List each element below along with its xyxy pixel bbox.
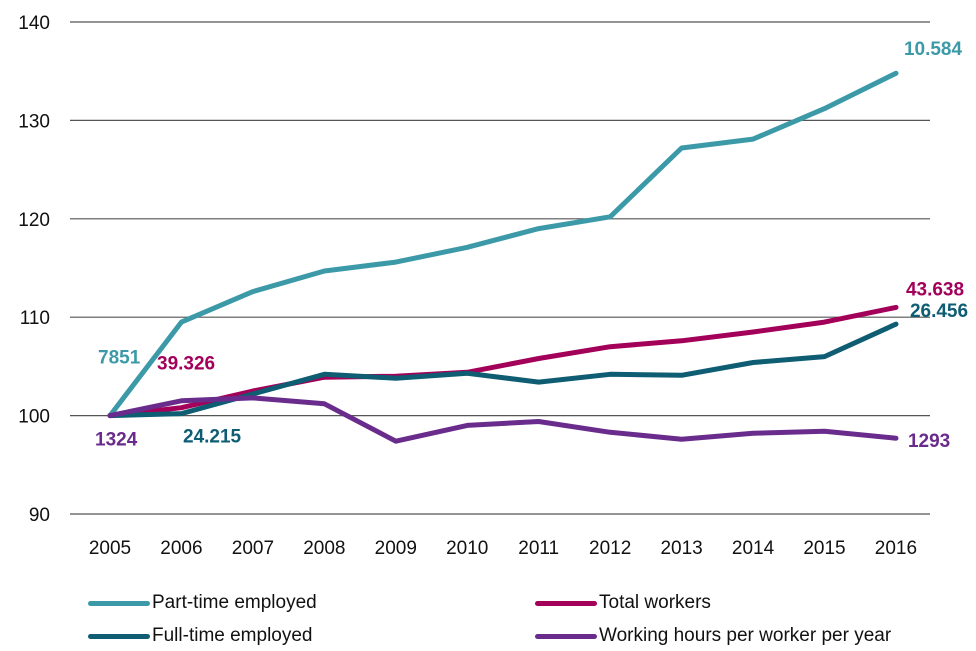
x-tick-label: 2013 xyxy=(660,538,702,559)
data-label-full-time-employed-start: 24.215 xyxy=(183,427,242,448)
y-tick-label: 90 xyxy=(29,505,50,526)
y-tick-label: 120 xyxy=(18,210,50,231)
x-tick-label: 2010 xyxy=(446,538,488,559)
series-line-part-time-employed xyxy=(107,70,899,419)
gridlines xyxy=(70,21,930,515)
legend-item-full-time: Full-time employed xyxy=(88,625,313,647)
x-tick-label: 2009 xyxy=(375,538,417,559)
x-tick-label: 2015 xyxy=(803,538,845,559)
legend-label-total-workers: Total workers xyxy=(599,592,711,613)
legend-label-full-time: Full-time employed xyxy=(152,625,313,646)
legend-item-working-hours: Working hours per worker per year xyxy=(535,625,891,647)
y-tick-label: 100 xyxy=(18,407,50,428)
data-labels: 7851 10.584 39.326 43.638 24.215 26.456 1324 12… xyxy=(95,39,968,452)
data-label-working-hours-per-worker-per-year-start: 1324 xyxy=(95,430,138,451)
legend-swatch-total-workers xyxy=(535,600,597,606)
legend-swatch-full-time xyxy=(88,633,150,639)
series-lines xyxy=(107,70,899,444)
data-label-part-time-employed-end: 10.584 xyxy=(904,39,963,60)
series-line-full-time-employed xyxy=(107,321,899,419)
legend-swatch-part-time xyxy=(88,600,150,606)
x-tick-label: 2016 xyxy=(875,538,917,559)
x-tick-label: 2012 xyxy=(589,538,631,559)
x-tick-label: 2007 xyxy=(232,538,274,559)
series-line-working-hours-per-worker-per-year xyxy=(107,395,899,444)
y-tick-label: 110 xyxy=(20,308,50,329)
y-axis-ticks: 90 100 110 120 130 140 xyxy=(18,13,50,526)
legend-item-part-time: Part-time employed xyxy=(88,592,317,614)
y-tick-label: 140 xyxy=(18,13,50,34)
legend-label-working-hours: Working hours per worker per year xyxy=(599,625,892,646)
legend-item-total-workers: Total workers xyxy=(535,592,711,614)
x-tick-label: 2014 xyxy=(732,538,775,559)
y-tick-label: 130 xyxy=(18,111,50,132)
data-label-total-workers-end: 43.638 xyxy=(906,279,964,300)
legend-swatch-working-hours xyxy=(535,633,597,639)
data-label-total-workers-start: 39.326 xyxy=(157,354,215,375)
data-label-full-time-employed-end: 26.456 xyxy=(910,301,968,322)
series-line-total-workers xyxy=(107,304,899,419)
data-label-part-time-employed-start: 7851 xyxy=(98,348,141,369)
legend-label-part-time: Part-time employed xyxy=(152,592,317,613)
data-label-working-hours-per-worker-per-year-end: 1293 xyxy=(908,431,950,452)
x-tick-label: 2006 xyxy=(160,538,202,559)
x-tick-label: 2005 xyxy=(89,538,131,559)
x-tick-label: 2011 xyxy=(518,538,559,559)
x-tick-label: 2008 xyxy=(303,538,345,559)
x-axis-ticks: 2005 2006 2007 2008 2009 2010 2011 2012 2013 2014… xyxy=(89,538,917,559)
